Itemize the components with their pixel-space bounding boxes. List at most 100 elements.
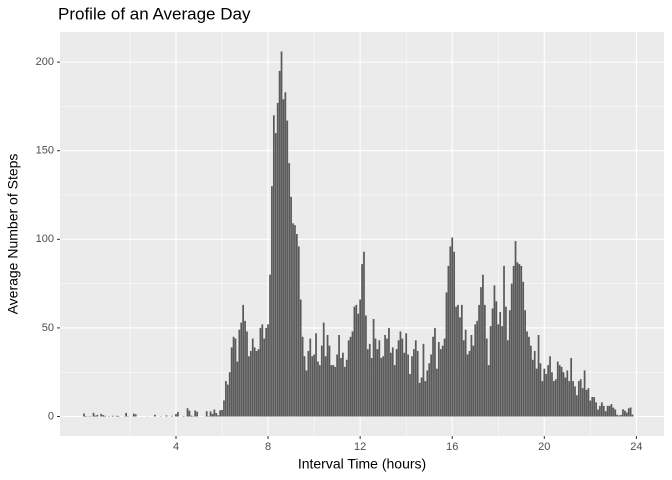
bar	[424, 381, 427, 417]
bar	[242, 304, 245, 417]
x-tick-label: 8	[265, 441, 271, 453]
bar	[315, 333, 317, 417]
bar	[489, 326, 492, 417]
bar	[324, 356, 327, 417]
bar	[451, 237, 454, 417]
chart-title: Profile of an Average Day	[58, 4, 251, 23]
bar	[267, 324, 269, 417]
bar	[182, 415, 185, 417]
bar	[597, 409, 599, 417]
bar	[485, 338, 488, 417]
bar	[437, 342, 440, 417]
bar	[495, 301, 498, 417]
bar	[570, 358, 573, 417]
bar	[363, 251, 365, 417]
bar	[466, 354, 469, 417]
bar	[286, 120, 289, 417]
bar	[330, 365, 333, 417]
y-tick-label: 100	[36, 233, 54, 245]
x-tick-label: 16	[446, 441, 458, 453]
bar	[439, 349, 442, 417]
bar	[579, 379, 582, 417]
bar	[301, 336, 304, 417]
bar	[340, 358, 342, 417]
bar	[188, 410, 191, 417]
bar	[102, 415, 104, 417]
bar	[576, 395, 578, 417]
bar	[574, 386, 576, 417]
bar	[468, 350, 471, 417]
bar	[307, 350, 310, 417]
y-tick-label: 200	[36, 56, 54, 68]
bar	[524, 310, 526, 417]
bar	[434, 327, 436, 417]
bar	[464, 329, 467, 417]
bar	[320, 345, 323, 417]
bar	[338, 335, 340, 417]
bar	[332, 365, 335, 417]
bar	[366, 349, 369, 417]
bar	[416, 350, 419, 417]
bar	[365, 315, 367, 417]
bar	[526, 331, 528, 417]
bar	[257, 349, 260, 417]
bar	[226, 384, 229, 417]
bar	[322, 322, 325, 417]
bar	[238, 329, 241, 417]
x-tick-label: 12	[354, 441, 366, 453]
bar	[436, 368, 438, 417]
bar	[83, 413, 85, 417]
bar	[259, 327, 262, 417]
bar	[422, 343, 425, 417]
bar	[345, 359, 348, 417]
bar	[539, 363, 542, 417]
bar	[177, 411, 179, 417]
bar	[205, 411, 208, 417]
bar	[380, 358, 383, 417]
bar	[627, 408, 630, 417]
bar	[134, 414, 137, 417]
bar	[117, 415, 120, 417]
bar	[432, 336, 434, 417]
bar	[533, 350, 536, 417]
bar	[572, 381, 574, 417]
bar	[460, 304, 463, 417]
bar	[629, 407, 632, 417]
bar	[309, 338, 312, 417]
bar	[516, 262, 519, 417]
bar	[100, 413, 103, 417]
bar	[459, 317, 461, 417]
bar	[616, 414, 619, 417]
bar	[624, 410, 626, 417]
bar	[223, 400, 225, 417]
y-tick-label: 50	[42, 322, 54, 334]
bar	[414, 340, 417, 417]
bar	[462, 340, 465, 417]
bar	[382, 356, 385, 417]
bar	[610, 404, 613, 417]
bar	[518, 264, 521, 417]
x-tick-label: 20	[538, 441, 550, 453]
bar	[92, 412, 95, 417]
bar	[562, 372, 565, 417]
bar	[428, 363, 431, 417]
bar	[401, 338, 404, 417]
bar	[482, 274, 484, 417]
bar	[564, 377, 567, 417]
bar	[430, 354, 432, 417]
bar	[426, 370, 429, 417]
bar	[194, 410, 197, 417]
bar	[297, 246, 300, 417]
bar	[282, 99, 285, 417]
bar	[411, 356, 413, 417]
bar	[491, 308, 494, 417]
bar	[253, 347, 256, 417]
bar	[261, 324, 264, 417]
bar	[313, 354, 315, 417]
bar	[359, 299, 362, 417]
bar	[487, 365, 490, 417]
bar	[553, 381, 555, 417]
bar	[171, 415, 174, 417]
bar	[520, 265, 523, 417]
